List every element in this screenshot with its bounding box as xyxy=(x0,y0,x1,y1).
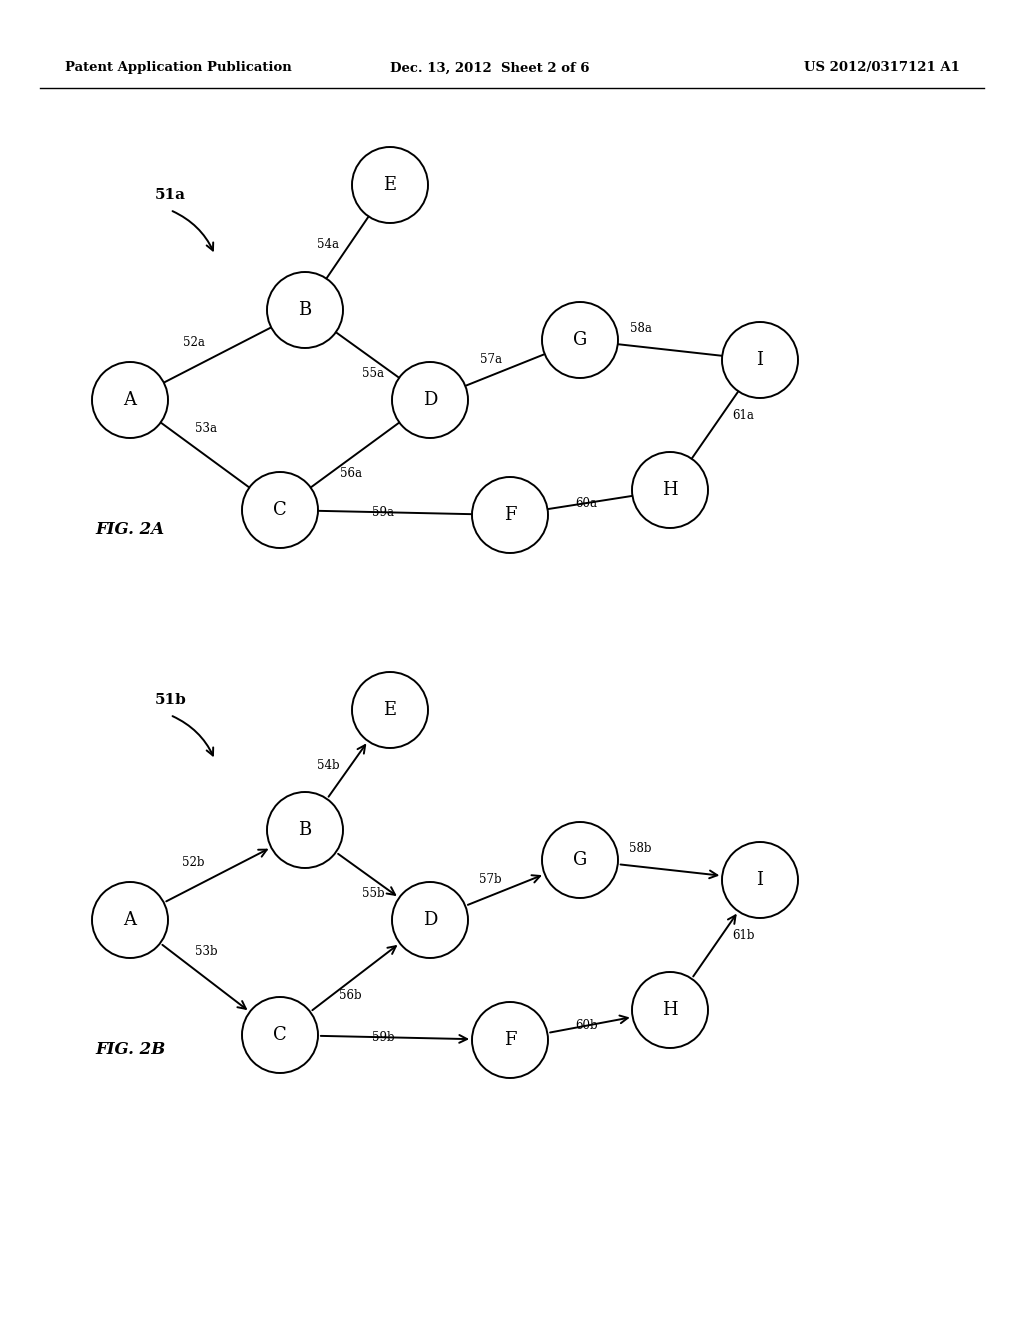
Text: 54b: 54b xyxy=(317,759,340,772)
Text: A: A xyxy=(124,391,136,409)
Circle shape xyxy=(242,997,318,1073)
Circle shape xyxy=(392,882,468,958)
Circle shape xyxy=(542,822,618,898)
Circle shape xyxy=(92,362,168,438)
Circle shape xyxy=(472,1002,548,1078)
Text: C: C xyxy=(273,1026,287,1044)
Text: 55b: 55b xyxy=(361,887,385,900)
Text: 53a: 53a xyxy=(196,422,217,436)
Text: F: F xyxy=(504,1031,516,1049)
Text: US 2012/0317121 A1: US 2012/0317121 A1 xyxy=(804,62,961,74)
Text: 60b: 60b xyxy=(574,1019,598,1032)
Circle shape xyxy=(632,972,708,1048)
Text: E: E xyxy=(383,701,396,719)
Text: 58a: 58a xyxy=(630,322,651,335)
Text: 57a: 57a xyxy=(479,352,502,366)
Circle shape xyxy=(352,147,428,223)
Text: 51a: 51a xyxy=(155,187,186,202)
Text: 56b: 56b xyxy=(339,990,361,1002)
Text: 51b: 51b xyxy=(155,693,186,708)
Circle shape xyxy=(352,672,428,748)
Text: 56a: 56a xyxy=(340,467,361,479)
Text: 52b: 52b xyxy=(182,857,205,869)
Text: 61b: 61b xyxy=(732,929,755,942)
Text: D: D xyxy=(423,391,437,409)
Text: G: G xyxy=(572,331,587,348)
Text: 58b: 58b xyxy=(629,842,651,855)
Text: 60a: 60a xyxy=(575,496,597,510)
Circle shape xyxy=(722,322,798,399)
Circle shape xyxy=(267,792,343,869)
Text: H: H xyxy=(663,1001,678,1019)
Text: H: H xyxy=(663,480,678,499)
Text: E: E xyxy=(383,176,396,194)
Text: I: I xyxy=(757,871,764,888)
Text: 52a: 52a xyxy=(182,337,205,348)
Text: 59a: 59a xyxy=(372,506,394,519)
Circle shape xyxy=(392,362,468,438)
Text: G: G xyxy=(572,851,587,869)
Text: F: F xyxy=(504,506,516,524)
Text: FIG. 2B: FIG. 2B xyxy=(95,1041,165,1059)
Circle shape xyxy=(242,473,318,548)
Text: 59b: 59b xyxy=(372,1031,394,1044)
Circle shape xyxy=(632,451,708,528)
Text: 57b: 57b xyxy=(479,873,502,886)
Circle shape xyxy=(92,882,168,958)
Text: A: A xyxy=(124,911,136,929)
Text: B: B xyxy=(298,821,311,840)
Text: FIG. 2A: FIG. 2A xyxy=(95,521,164,539)
Text: Patent Application Publication: Patent Application Publication xyxy=(65,62,292,74)
Text: 53b: 53b xyxy=(196,945,218,957)
Circle shape xyxy=(542,302,618,378)
Circle shape xyxy=(267,272,343,348)
Text: 55a: 55a xyxy=(362,367,384,380)
Text: B: B xyxy=(298,301,311,319)
Circle shape xyxy=(472,477,548,553)
Text: Dec. 13, 2012  Sheet 2 of 6: Dec. 13, 2012 Sheet 2 of 6 xyxy=(390,62,590,74)
Text: D: D xyxy=(423,911,437,929)
Text: I: I xyxy=(757,351,764,370)
Text: 54a: 54a xyxy=(317,238,339,251)
Circle shape xyxy=(722,842,798,917)
Text: C: C xyxy=(273,502,287,519)
Text: 61a: 61a xyxy=(732,409,755,422)
